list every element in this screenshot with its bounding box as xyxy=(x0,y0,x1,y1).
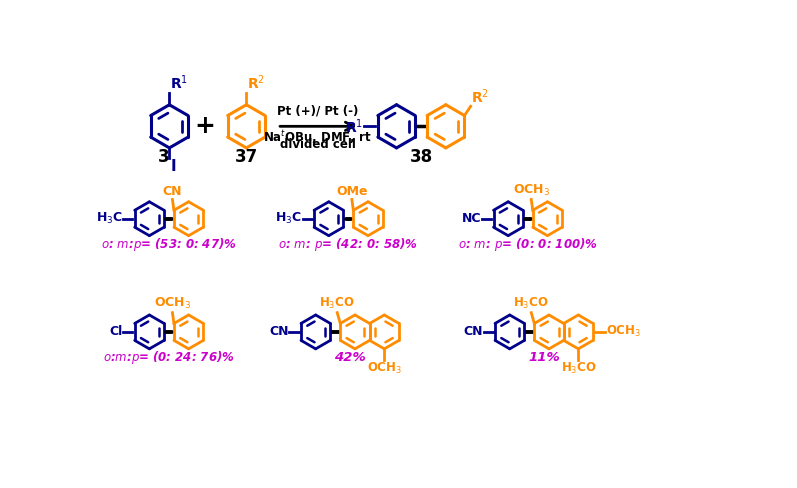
Text: CN: CN xyxy=(463,325,483,338)
Text: R$^2$: R$^2$ xyxy=(471,87,489,105)
Text: 38: 38 xyxy=(410,148,433,166)
Text: $o$: $m$: $p$= (0: 0: 100)%: $o$: $m$: $p$= (0: 0: 100)% xyxy=(457,236,598,253)
Text: Cl: Cl xyxy=(109,325,123,338)
Text: H$_3$CO: H$_3$CO xyxy=(320,296,355,311)
Text: I: I xyxy=(170,159,176,174)
Text: 37: 37 xyxy=(235,148,258,166)
Text: divided cell: divided cell xyxy=(280,138,355,151)
Text: R$^2$: R$^2$ xyxy=(247,74,265,92)
Text: R$^1$: R$^1$ xyxy=(170,74,188,92)
Text: OMe: OMe xyxy=(336,185,367,198)
Text: Na$^t$OBu, DMF, rt: Na$^t$OBu, DMF, rt xyxy=(263,129,372,146)
Text: CN: CN xyxy=(269,325,289,338)
Text: $o$: $m$: $p$= (42: 0: 58)%: $o$: $m$: $p$= (42: 0: 58)% xyxy=(278,236,418,253)
Text: $o$:$m$:$p$= (0: 24: 76)%: $o$:$m$:$p$= (0: 24: 76)% xyxy=(103,349,235,366)
Text: OCH$_3$: OCH$_3$ xyxy=(606,325,641,340)
Text: H$_3$C: H$_3$C xyxy=(96,211,123,226)
Text: 3: 3 xyxy=(157,148,169,166)
Text: H$_3$CO: H$_3$CO xyxy=(560,361,596,376)
Text: OCH$_3$: OCH$_3$ xyxy=(154,296,191,311)
Text: R$^1$: R$^1$ xyxy=(345,117,363,136)
Text: +: + xyxy=(194,114,215,138)
Text: OCH$_3$: OCH$_3$ xyxy=(367,361,402,376)
Text: Pt (+)/ Pt (-): Pt (+)/ Pt (-) xyxy=(277,105,359,118)
Text: 11%: 11% xyxy=(528,351,560,364)
Text: H$_3$C: H$_3$C xyxy=(275,211,302,226)
Text: CN: CN xyxy=(163,185,183,198)
Text: 42%: 42% xyxy=(334,351,366,364)
Text: H$_3$CO: H$_3$CO xyxy=(513,296,549,311)
Text: NC: NC xyxy=(461,212,481,225)
Text: OCH$_3$: OCH$_3$ xyxy=(512,183,550,198)
Text: $o$: $m$:$p$= (53: 0: 47)%: $o$: $m$:$p$= (53: 0: 47)% xyxy=(101,236,237,253)
